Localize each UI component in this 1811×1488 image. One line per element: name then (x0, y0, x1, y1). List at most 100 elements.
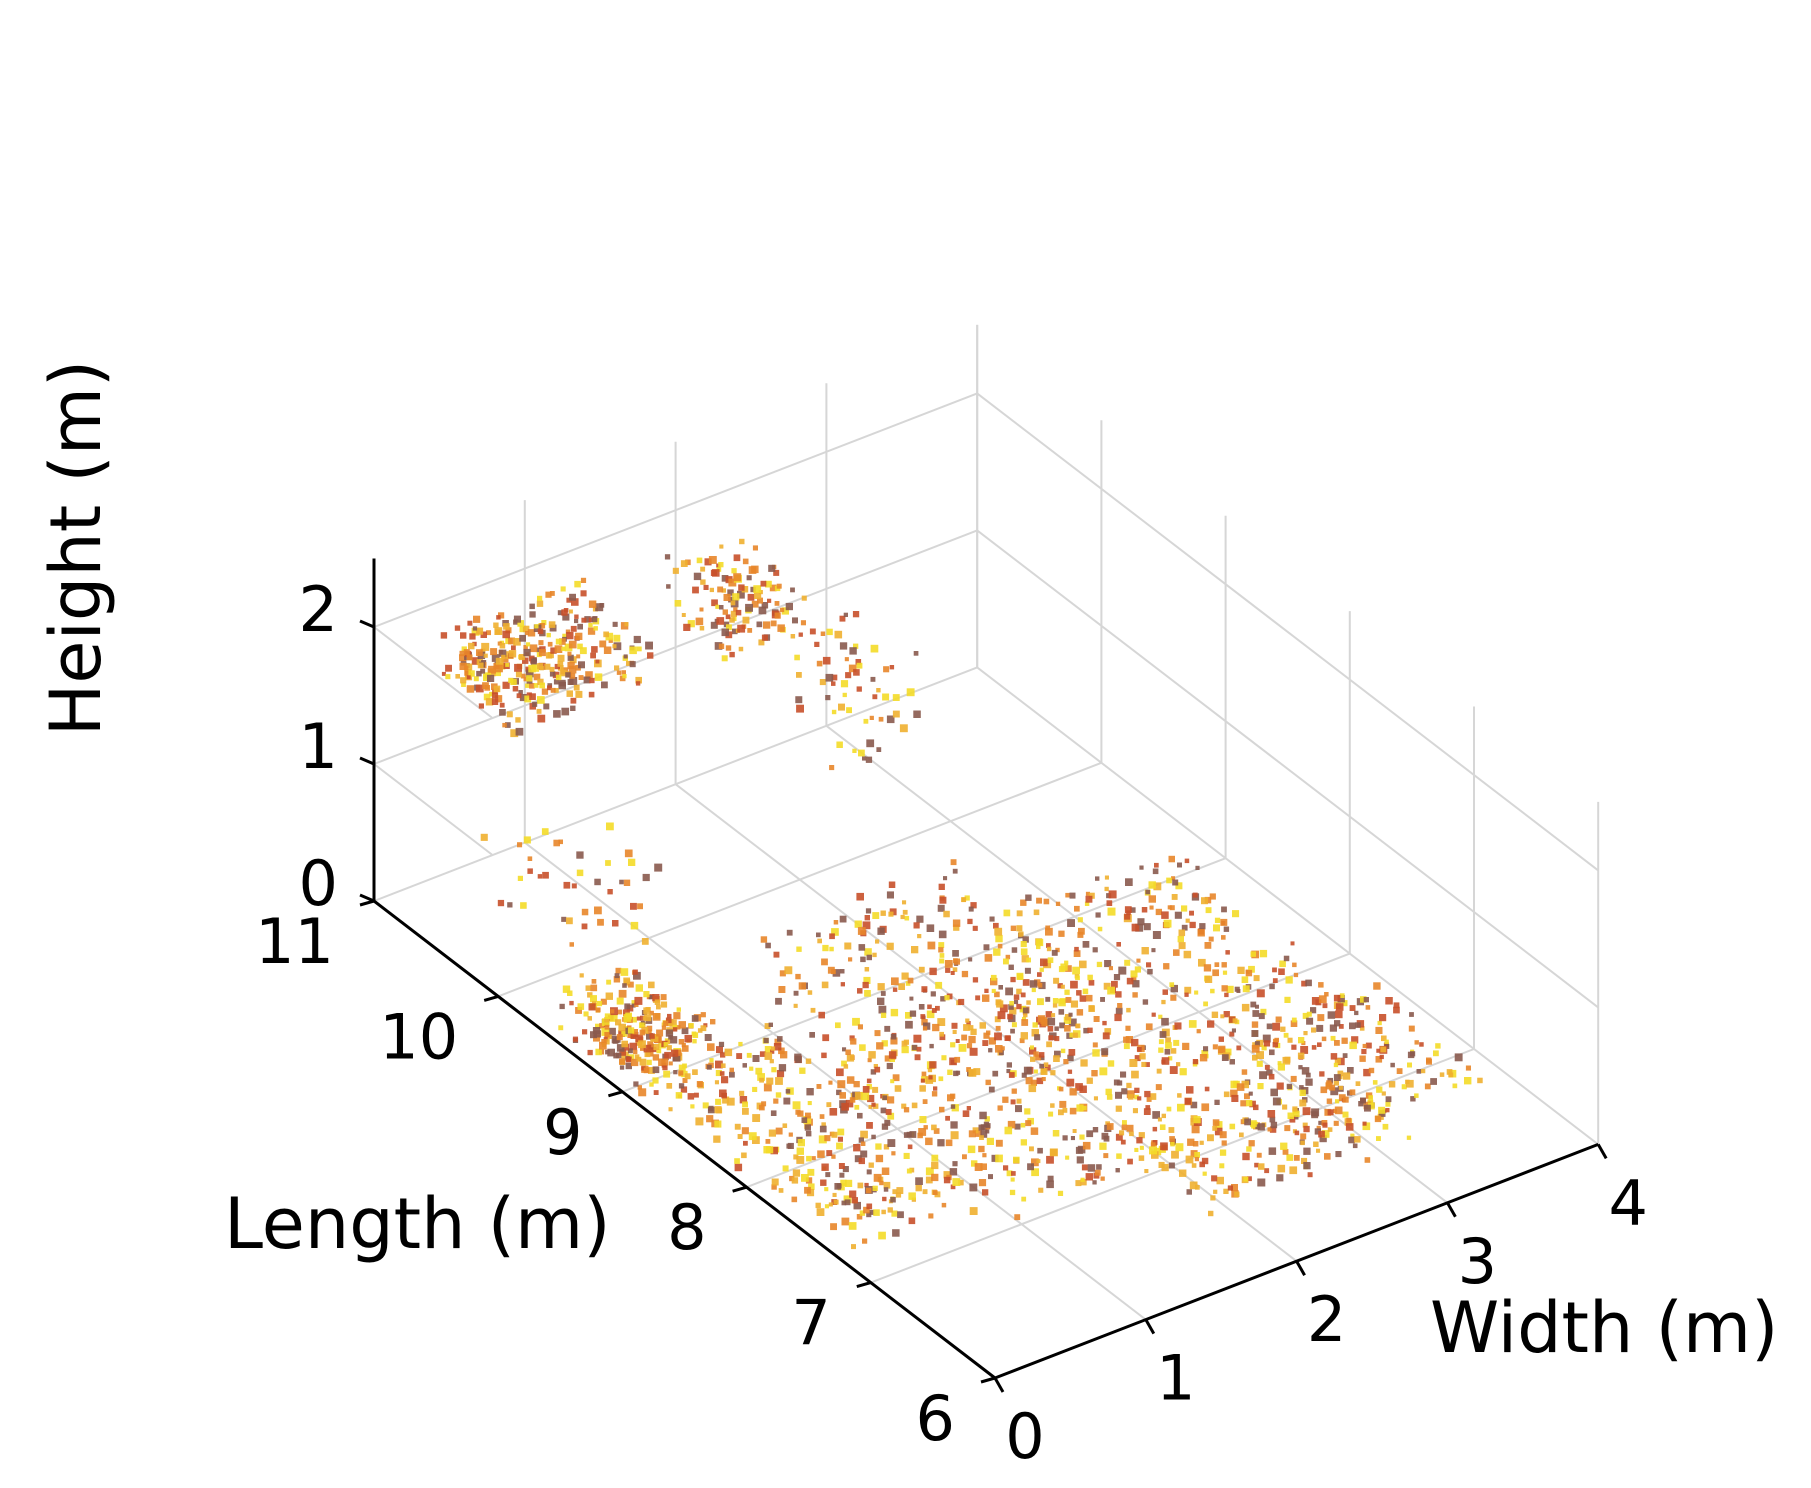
data-point (1208, 1210, 1214, 1217)
data-point (1131, 976, 1137, 982)
data-point (537, 628, 544, 635)
data-point (1141, 907, 1148, 913)
data-point (1158, 1014, 1163, 1019)
data-point (710, 1019, 716, 1025)
data-point (828, 1202, 833, 1207)
data-point (588, 600, 597, 608)
data-point (1349, 1089, 1356, 1096)
data-point (1380, 1046, 1387, 1053)
data-point (903, 1152, 910, 1159)
data-point (1104, 960, 1112, 968)
data-point (1212, 1119, 1220, 1126)
data-point (1106, 1123, 1114, 1130)
data-point (778, 986, 786, 993)
data-point (805, 1177, 813, 1184)
data-point (775, 1077, 783, 1085)
data-point (1221, 1140, 1227, 1146)
data-point (1003, 958, 1009, 965)
data-point (466, 685, 475, 693)
data-point (1269, 1049, 1275, 1056)
data-point (781, 607, 789, 615)
data-point (792, 1169, 801, 1177)
data-point (501, 654, 506, 660)
data-point (1163, 919, 1172, 928)
y-tick-mark (359, 899, 375, 907)
data-point (1072, 1032, 1078, 1038)
data-point (715, 1070, 722, 1077)
data-point (801, 1117, 808, 1123)
data-point (1142, 999, 1149, 1005)
data-point (878, 1231, 886, 1240)
data-point (984, 1116, 990, 1122)
data-point (1124, 913, 1131, 920)
data-point (890, 1033, 897, 1040)
data-point (1330, 1053, 1338, 1060)
y-tick-label: 6 (916, 1382, 955, 1455)
data-point (629, 1042, 638, 1051)
data-point (718, 562, 724, 568)
data-point (911, 946, 919, 954)
data-point (770, 1046, 776, 1051)
data-point (830, 1223, 837, 1231)
data-point (922, 1099, 928, 1104)
data-point (681, 1027, 689, 1035)
data-point (738, 646, 744, 652)
data-point (741, 586, 749, 593)
data-point (800, 620, 806, 626)
data-point (536, 708, 542, 714)
data-point (796, 1156, 805, 1164)
data-point (1212, 1126, 1218, 1131)
data-point (495, 657, 504, 666)
data-point (505, 722, 511, 728)
data-point (644, 1014, 652, 1022)
data-point (590, 984, 598, 992)
data-point (832, 1192, 837, 1197)
y-tick-label: 11 (255, 905, 334, 978)
data-point (561, 609, 568, 616)
data-point (646, 1025, 653, 1032)
data-point (770, 1146, 778, 1155)
data-point (880, 1012, 887, 1018)
data-point (494, 669, 501, 677)
data-point (1058, 966, 1065, 973)
side-wall-grid-line (976, 392, 1599, 872)
data-point (947, 1069, 953, 1075)
data-point (1168, 855, 1175, 863)
data-point (1161, 1163, 1169, 1172)
data-point (774, 612, 781, 619)
data-point (754, 591, 762, 599)
data-point (539, 623, 546, 629)
data-point (1029, 1045, 1034, 1050)
data-point (907, 977, 914, 984)
data-point (1086, 1130, 1094, 1138)
data-point (1036, 897, 1042, 904)
data-point (477, 662, 484, 669)
data-point (696, 1081, 703, 1088)
data-point (502, 630, 510, 639)
data-point (625, 1057, 631, 1063)
data-point (1333, 1080, 1339, 1086)
data-point (809, 628, 816, 635)
data-point (1396, 1068, 1403, 1074)
data-point (1221, 962, 1227, 968)
data-point (1207, 1020, 1215, 1028)
data-point (831, 928, 839, 936)
data-point (1225, 950, 1230, 955)
data-point (1360, 996, 1367, 1003)
data-point (669, 1036, 678, 1044)
data-point (1064, 1014, 1072, 1021)
data-point (549, 671, 556, 677)
data-point (950, 1131, 959, 1140)
data-point (980, 1131, 988, 1138)
data-point (745, 603, 753, 612)
data-point (966, 1043, 973, 1049)
data-point (1115, 1007, 1123, 1015)
data-point (887, 1096, 895, 1104)
data-point (574, 614, 579, 619)
data-point (675, 1092, 683, 1099)
data-point (697, 1028, 703, 1033)
data-point (765, 942, 771, 949)
data-point (557, 610, 563, 616)
data-point (1363, 997, 1369, 1003)
data-point (774, 601, 780, 606)
